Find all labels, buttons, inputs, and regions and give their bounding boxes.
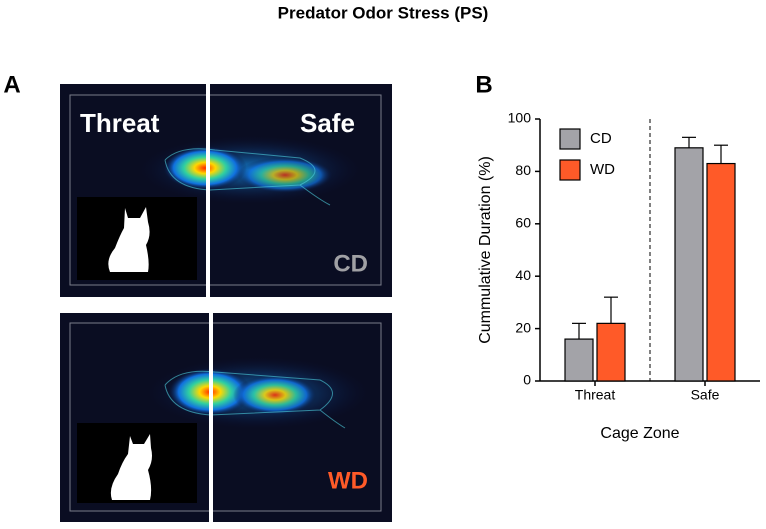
zone-label: Threat bbox=[80, 108, 160, 138]
panel-label: B bbox=[475, 71, 492, 98]
x-tick-label: Threat bbox=[575, 387, 616, 403]
group-label: WD bbox=[328, 467, 368, 494]
heatmap-cd: Threat Safe CD bbox=[60, 84, 392, 297]
bar bbox=[674, 147, 704, 382]
legend-swatch bbox=[559, 128, 581, 150]
panel-label: A bbox=[3, 71, 20, 98]
bar bbox=[564, 338, 594, 382]
y-tick-label: 20 bbox=[515, 319, 531, 335]
group-label: CD bbox=[333, 250, 368, 277]
figure-title: Predator Odor Stress (PS) bbox=[278, 3, 489, 22]
bar-chart: 0 20 40 60 80 100 Cummulative Duration (%) Cage… bbox=[477, 110, 760, 442]
y-tick-label: 100 bbox=[508, 110, 532, 126]
legend-label: WD bbox=[590, 161, 615, 178]
y-axis-title: Cummulative Duration (%) bbox=[477, 156, 494, 344]
zone-label: Safe bbox=[300, 108, 355, 138]
bar bbox=[706, 162, 736, 382]
legend-swatch bbox=[559, 159, 581, 181]
x-tick-label: Safe bbox=[691, 387, 720, 403]
y-tick-label: 40 bbox=[515, 267, 531, 283]
y-tick-label: 0 bbox=[523, 372, 531, 388]
x-axis-title: Cage Zone bbox=[600, 425, 679, 442]
heatmap-wd: WD bbox=[60, 313, 392, 522]
y-tick-label: 60 bbox=[515, 215, 531, 231]
y-tick-label: 80 bbox=[515, 162, 531, 178]
bar bbox=[596, 322, 626, 382]
legend-label: CD bbox=[590, 130, 612, 147]
